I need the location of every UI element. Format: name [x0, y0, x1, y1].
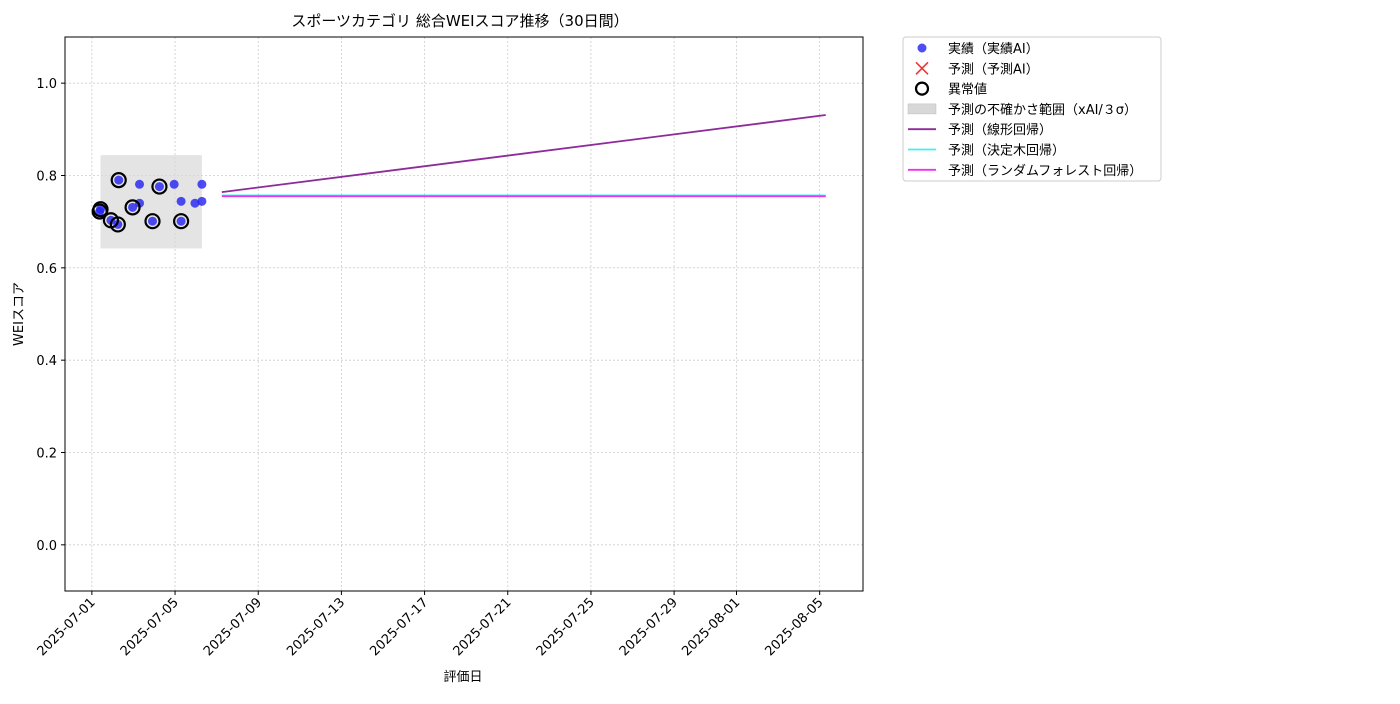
anomaly-point — [109, 216, 126, 233]
actual-point — [96, 204, 106, 214]
actual-point — [190, 198, 200, 208]
chart-title: スポーツカテゴリ 総合WEIスコア推移（30日間） — [291, 12, 628, 30]
y-tick-label: 1.0 — [36, 77, 57, 92]
x-tick-label: 2025-07-09 — [201, 595, 265, 659]
y-tick-label: 0.6 — [36, 262, 57, 277]
x-tick-label: 2025-08-05 — [762, 595, 826, 659]
legend-label: 予測（ランダムフォレスト回帰） — [948, 163, 1142, 179]
x-tick-label: 2025-07-17 — [367, 595, 431, 659]
x-tick-label: 2025-08-01 — [679, 595, 743, 659]
prediction-line — [221, 114, 826, 194]
x-tick-label: 2025-07-25 — [534, 595, 598, 659]
legend-marker — [915, 61, 929, 75]
anomaly-point — [144, 213, 161, 230]
x-axis-label: 評価日 — [443, 670, 482, 685]
actual-point — [128, 202, 138, 212]
x-tick-label: 2025-07-13 — [284, 595, 348, 659]
actual-point — [148, 216, 158, 226]
x-tick-label: 2025-07-05 — [118, 595, 182, 659]
actual-point — [197, 179, 207, 189]
plot-frame — [64, 36, 864, 592]
x-tick-label: 2025-07-01 — [35, 595, 99, 659]
legend-label: 異常値 — [948, 82, 987, 98]
actual-point — [197, 196, 207, 206]
anomaly-point — [151, 178, 168, 195]
legend-frame — [902, 36, 1162, 182]
legend-label: 予測（線形回帰） — [948, 122, 1052, 138]
legend-marker — [914, 81, 930, 96]
uncertainty-band — [100, 155, 202, 249]
y-tick-label: 0.2 — [36, 447, 57, 462]
actual-point — [135, 179, 145, 189]
anomaly-point — [110, 172, 127, 189]
legend-label: 実績（実績AI） — [948, 41, 1039, 57]
legend-marker — [907, 103, 937, 115]
actual-point — [169, 179, 179, 189]
actual-point — [154, 182, 164, 192]
actual-point — [176, 216, 186, 226]
legend-marker — [917, 43, 927, 53]
y-tick-label: 0.8 — [36, 170, 57, 185]
y-axis-label: WEIスコア — [12, 282, 27, 346]
actual-point — [176, 196, 186, 206]
legend-label: 予測（予測AI） — [948, 62, 1039, 77]
y-tick-label: 0.0 — [36, 539, 57, 554]
x-tick-label: 2025-07-29 — [617, 595, 681, 659]
anomaly-point — [92, 201, 109, 218]
actual-point — [114, 175, 124, 185]
legend-label: 予測（決定木回帰） — [948, 143, 1065, 159]
anomaly-point — [173, 213, 190, 230]
legend-label: 予測の不確かさ範囲（xAI/３σ） — [948, 102, 1137, 118]
x-tick-label: 2025-07-21 — [451, 595, 515, 659]
anomaly-point — [124, 199, 141, 216]
y-tick-label: 0.4 — [36, 354, 57, 369]
